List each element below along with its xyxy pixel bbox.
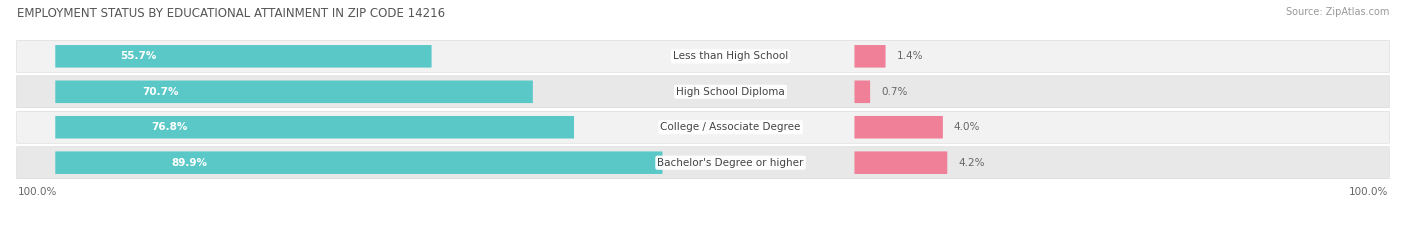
Text: High School Diploma: High School Diploma xyxy=(676,87,785,97)
FancyBboxPatch shape xyxy=(17,147,1389,179)
FancyBboxPatch shape xyxy=(17,76,1389,108)
Text: 70.7%: 70.7% xyxy=(142,87,179,97)
Text: Less than High School: Less than High School xyxy=(673,51,789,61)
Text: 89.9%: 89.9% xyxy=(172,158,207,168)
FancyBboxPatch shape xyxy=(55,151,662,174)
Text: 0.7%: 0.7% xyxy=(882,87,907,97)
Text: Source: ZipAtlas.com: Source: ZipAtlas.com xyxy=(1285,7,1389,17)
FancyBboxPatch shape xyxy=(855,81,870,103)
Text: 4.2%: 4.2% xyxy=(957,158,984,168)
FancyBboxPatch shape xyxy=(55,45,432,68)
Text: EMPLOYMENT STATUS BY EDUCATIONAL ATTAINMENT IN ZIP CODE 14216: EMPLOYMENT STATUS BY EDUCATIONAL ATTAINM… xyxy=(17,7,444,20)
FancyBboxPatch shape xyxy=(55,116,574,138)
Text: 55.7%: 55.7% xyxy=(120,51,156,61)
Text: Bachelor's Degree or higher: Bachelor's Degree or higher xyxy=(658,158,804,168)
FancyBboxPatch shape xyxy=(855,116,943,138)
FancyBboxPatch shape xyxy=(855,45,886,68)
Text: College / Associate Degree: College / Associate Degree xyxy=(661,122,801,132)
Text: 1.4%: 1.4% xyxy=(897,51,922,61)
Text: 76.8%: 76.8% xyxy=(152,122,187,132)
Text: 100.0%: 100.0% xyxy=(18,187,58,197)
Text: 100.0%: 100.0% xyxy=(1348,187,1388,197)
Text: 4.0%: 4.0% xyxy=(953,122,980,132)
FancyBboxPatch shape xyxy=(17,111,1389,143)
FancyBboxPatch shape xyxy=(55,81,533,103)
FancyBboxPatch shape xyxy=(855,151,948,174)
FancyBboxPatch shape xyxy=(17,40,1389,72)
